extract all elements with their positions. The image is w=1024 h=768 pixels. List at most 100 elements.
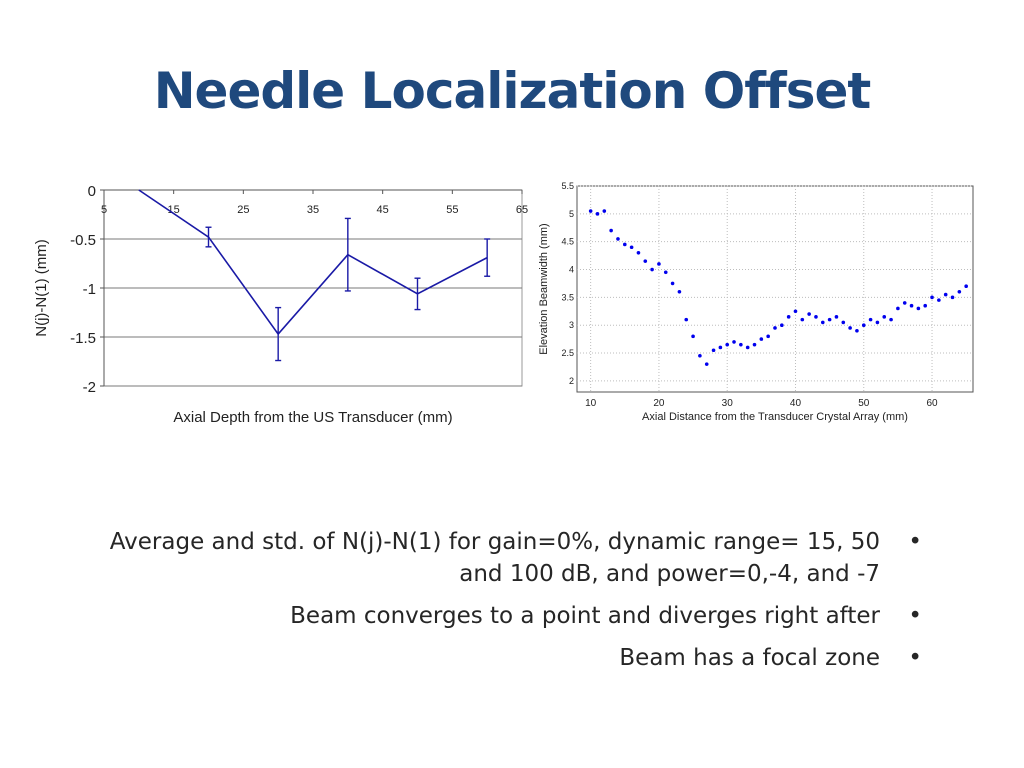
x-tick-label: 35 [307,204,319,216]
scatter-point [616,237,620,241]
x-tick-label: 20 [653,398,665,409]
scatter-point [691,334,695,339]
scatter-point [786,315,791,319]
scatter-point [752,342,757,347]
y-tick-label: -2 [83,379,96,396]
x-tick-label: 45 [377,204,389,216]
bullet-item: Beam converges to a point and diverges r… [60,600,930,632]
beamwidth-chart: 10 20 30 40 50 60 2 2.5 3 3.5 4 4.5 5 5.5 Axial Distan… [538,181,974,423]
scatter-point [882,315,887,319]
scatter-point [684,317,689,322]
scatter-point [663,270,668,275]
x-tick-label: 40 [790,398,802,409]
plot-area [576,185,974,393]
y-axis-label: Elevation Beamwidth (mm) [538,223,550,354]
scatter-point [711,348,716,353]
y-tick-label: 2 [569,376,574,386]
scatter-point [916,306,921,311]
scatter-point [773,326,777,330]
offset-chart: 0 -0.5 -1 -1.5 -2 5 15 25 35 45 55 65 Axial Depth fr… [33,183,528,426]
scatter-point [875,320,880,325]
y-tick-label: -1.5 [70,330,96,347]
scatter-point [868,317,873,322]
scatter-point [643,259,648,263]
scatter-point [834,315,839,319]
scatter-point [670,281,675,286]
slide-title: Needle Localization Offset [153,62,872,120]
scatter-point [909,303,914,308]
scatter-point [588,209,593,213]
bullet-text: Beam converges to a point and diverges r… [290,603,880,629]
y-tick-label: 4.5 [561,237,574,247]
scatter-point [943,292,948,297]
scatter-point [622,242,627,247]
x-tick-label: 60 [926,398,938,409]
scatter-point [602,209,607,213]
scatter-point [780,323,784,327]
scatter-point [650,267,654,272]
scatter-point [923,303,928,308]
scatter-point [609,228,613,233]
scatter-point [902,301,907,305]
scatter-point [855,328,859,333]
x-axis-label: Axial Distance from the Transducer Cryst… [642,411,908,423]
series-line [138,189,488,336]
x-tick-label: 30 [722,398,734,409]
scatter-point [629,245,634,250]
scatter-point [889,317,893,322]
scatter-point [957,289,962,294]
scatter-point [861,323,866,327]
scatter-point [698,354,702,358]
scatter-point [718,345,723,350]
x-axis-label: Axial Depth from the US Transducer (mm) [173,409,452,426]
bullet-item: Beam has a focal zone • [60,642,930,674]
scatter-point [820,320,825,325]
scatter-point [807,312,811,316]
scatter-point [827,317,832,322]
x-tick-label: 25 [237,204,249,216]
bullet-marker: • [908,529,922,555]
x-tick-label: 50 [858,398,870,409]
bullet-text: Beam has a focal zone [619,645,880,671]
scatter-point [964,284,968,289]
bullet-text: Average and std. of N(j)-N(1) for gain=0… [109,529,880,587]
scatter-point [657,262,661,266]
y-tick-label: -0.5 [70,232,96,249]
bullet-list: Average and std. of N(j)-N(1) for gain=0… [60,526,930,684]
scatter-point [793,309,798,314]
scatter-point [930,295,934,300]
scatter-point [841,320,846,325]
bullet-item: Average and std. of N(j)-N(1) for gain=0… [60,526,930,590]
scatter-point [745,345,750,350]
x-tick-label: 55 [446,204,458,216]
y-tick-label: 5.5 [561,181,574,191]
scatter-point [636,251,641,255]
scatter-point [739,342,743,347]
x-tick-label: 15 [168,204,180,216]
x-tick-label: 5 [101,204,107,216]
scatter-point [595,212,600,216]
scatter-point [814,315,818,319]
y-tick-label: -1 [83,281,96,298]
scatter-point [732,340,736,344]
y-tick-label: 0 [88,183,96,200]
scatter-point [848,326,852,330]
bullet-marker: • [908,603,922,629]
scatter-point [759,337,764,341]
y-tick-label: 4 [569,265,574,275]
y-tick-label: 3.5 [561,292,574,302]
scatter-point [800,317,805,322]
bullet-marker: • [908,645,922,671]
scatter-point [766,334,770,339]
x-tick-label: 10 [585,398,597,409]
scatter-point [704,362,709,366]
y-axis-label: N(j)-N(1) (mm) [33,239,50,336]
x-tick-label: 65 [516,204,528,216]
scatter-point [725,342,730,347]
scatter-point [937,298,941,302]
scatter-point [896,306,900,311]
scatter-point [950,295,955,300]
y-tick-label: 3 [569,320,574,330]
scatter-point [677,289,682,294]
y-tick-label: 5 [569,209,574,219]
